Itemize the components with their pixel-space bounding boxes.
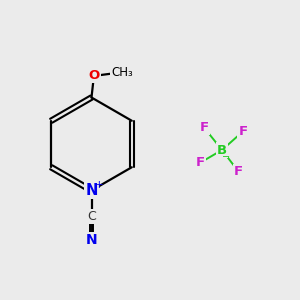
Text: N: N [86,233,97,247]
Text: B: B [217,143,227,157]
Text: F: F [196,156,205,169]
Text: CH₃: CH₃ [111,66,133,80]
Text: −: − [221,152,230,162]
Text: N: N [85,183,98,198]
Text: +: + [95,179,103,190]
Text: F: F [234,165,243,178]
Text: O: O [88,69,100,82]
Text: F: F [200,121,208,134]
Text: C: C [87,210,96,223]
Text: F: F [238,125,247,138]
